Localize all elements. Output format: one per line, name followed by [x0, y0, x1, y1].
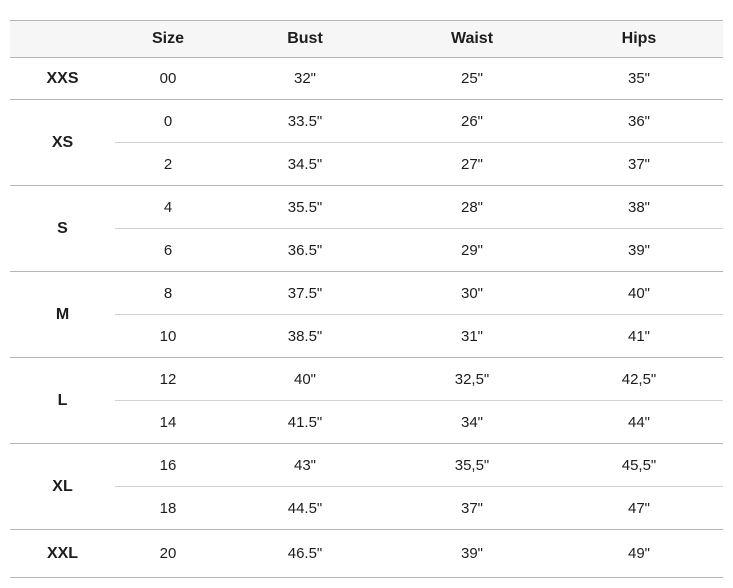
table-cell: 12 — [159, 370, 177, 388]
table-cell: 39" — [460, 545, 483, 562]
table-cell: 8 — [163, 284, 173, 302]
table-cell: 34.5" — [287, 155, 323, 173]
table-cell: 46.5" — [287, 545, 323, 562]
size-group-rows: 20 46.5" 39" 49" — [115, 530, 723, 577]
table-cell: 33.5" — [287, 112, 323, 130]
table-row: 14 41.5" 34" 44" — [115, 401, 723, 443]
table-cell: 26" — [460, 112, 483, 130]
table-row: 12 40" 32,5" 42,5" — [115, 358, 723, 401]
table-row: 00 32" 25" 35" — [115, 58, 723, 99]
table-cell: 14 — [159, 413, 177, 431]
table-cell: 2 — [163, 155, 173, 173]
table-cell: 40" — [293, 370, 316, 388]
column-header-empty — [10, 21, 115, 57]
table-cell: 42,5" — [621, 370, 657, 388]
size-group: XXS 00 32" 25" 35" — [10, 58, 723, 100]
table-row: 18 44.5" 37" 47" — [115, 487, 723, 529]
table-cell: 41.5" — [287, 413, 323, 431]
table-cell: 0 — [163, 112, 173, 130]
size-group-label: XS — [51, 133, 74, 151]
table-cell: 4 — [163, 198, 173, 216]
table-cell: 30" — [460, 284, 483, 302]
size-group: XXL 20 46.5" 39" 49" — [10, 530, 723, 578]
table-cell: 10 — [159, 327, 177, 345]
size-group-rows: 8 37.5" 30" 40" 10 38.5" 31" 41" — [115, 272, 723, 357]
size-group-label: S — [57, 219, 68, 237]
table-cell: 37.5" — [287, 284, 323, 302]
size-group-rows: 00 32" 25" 35" — [115, 58, 723, 99]
table-cell: 36.5" — [287, 241, 323, 259]
table-cell: 29" — [460, 241, 483, 259]
table-cell: 47" — [627, 499, 650, 517]
size-group-rows: 12 40" 32,5" 42,5" 14 41.5" 34" 44" — [115, 358, 723, 443]
table-row: 0 33.5" 26" 36" — [115, 100, 723, 143]
size-group-rows: 16 43" 35,5" 45,5" 18 44.5" 37" 47" — [115, 444, 723, 529]
table-cell: 45,5" — [621, 456, 657, 474]
table-cell: 44.5" — [287, 499, 323, 517]
table-row: 16 43" 35,5" 45,5" — [115, 444, 723, 487]
table-cell: 35,5" — [454, 456, 490, 474]
table-cell: 36" — [627, 112, 650, 130]
size-group-label: L — [57, 391, 68, 409]
size-group-label: XXS — [46, 69, 79, 87]
table-header-row: Size Bust Waist Hips — [10, 21, 723, 58]
table-cell: 37" — [460, 499, 483, 517]
size-chart-table: Size Bust Waist Hips XXS 00 32" 25" 35" XS 0 33… — [10, 20, 723, 578]
table-row: 2 34.5" 27" 37" — [115, 143, 723, 185]
table-cell: 38.5" — [287, 327, 323, 345]
size-group: L 12 40" 32,5" 42,5" 14 41.5" 34" 44" — [10, 358, 723, 444]
column-header-bust: Bust — [287, 30, 323, 47]
size-group-rows: 0 33.5" 26" 36" 2 34.5" 27" 37" — [115, 100, 723, 185]
table-cell: 41" — [627, 327, 650, 345]
table-cell: 34" — [460, 413, 483, 431]
table-cell: 49" — [627, 545, 650, 562]
size-group: XS 0 33.5" 26" 36" 2 34.5" 27" 37" — [10, 100, 723, 186]
table-cell: 38" — [627, 198, 650, 216]
table-cell: 18 — [159, 499, 177, 517]
table-cell: 28" — [460, 198, 483, 216]
table-cell: 16 — [159, 456, 177, 474]
table-row: 10 38.5" 31" 41" — [115, 315, 723, 357]
table-row: 20 46.5" 39" 49" — [115, 530, 723, 577]
table-row: 6 36.5" 29" 39" — [115, 229, 723, 271]
table-cell: 31" — [460, 327, 483, 345]
size-group-rows: 4 35.5" 28" 38" 6 36.5" 29" 39" — [115, 186, 723, 271]
table-cell: 6 — [163, 241, 173, 259]
table-cell: 25" — [460, 70, 483, 87]
table-cell: 32" — [293, 70, 316, 87]
table-cell: 44" — [627, 413, 650, 431]
size-group-label: XL — [52, 477, 73, 495]
table-row: 4 35.5" 28" 38" — [115, 186, 723, 229]
size-group: XL 16 43" 35,5" 45,5" 18 44.5" 37" 47" — [10, 444, 723, 530]
size-group-label: M — [55, 305, 70, 323]
table-cell: 35.5" — [287, 198, 323, 216]
table-cell: 27" — [460, 155, 483, 173]
column-header-size: Size — [151, 30, 184, 47]
size-table-body: XXS 00 32" 25" 35" XS 0 33.5" 26" 36" 2 34.5" 27" 37"… — [10, 58, 723, 578]
table-cell: 00 — [159, 70, 177, 87]
table-cell: 37" — [627, 155, 650, 173]
table-cell: 39" — [627, 241, 650, 259]
table-cell: 32,5" — [454, 370, 490, 388]
table-cell: 20 — [159, 545, 177, 562]
size-group-label: XXL — [46, 544, 79, 562]
size-group: S 4 35.5" 28" 38" 6 36.5" 29" 39" — [10, 186, 723, 272]
table-cell: 40" — [627, 284, 650, 302]
table-cell: 35" — [627, 70, 650, 87]
column-header-hips: Hips — [621, 30, 657, 47]
table-cell: 43" — [293, 456, 316, 474]
table-row: 8 37.5" 30" 40" — [115, 272, 723, 315]
size-group: M 8 37.5" 30" 40" 10 38.5" 31" 41" — [10, 272, 723, 358]
column-header-waist: Waist — [450, 30, 494, 47]
